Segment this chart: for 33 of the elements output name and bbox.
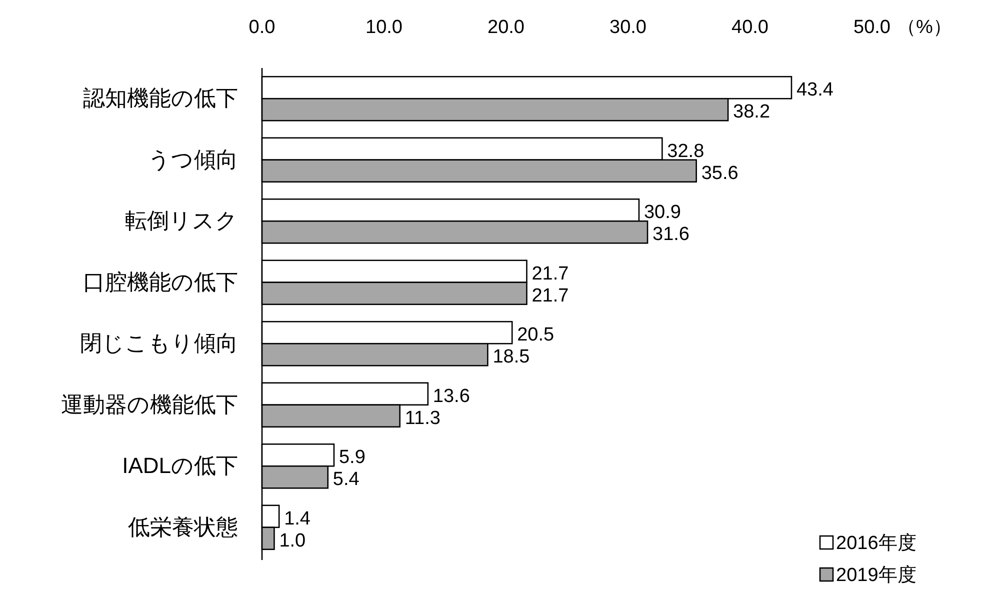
y-tick-label: 運動器の機能低下: [61, 392, 238, 417]
y-tick-label: うつ傾向: [148, 146, 238, 172]
x-tick-label: 10.0: [366, 17, 402, 38]
data-label: 32.8: [667, 140, 704, 162]
y-tick-label: 低栄養状態: [128, 514, 238, 540]
data-label: 18.5: [492, 346, 530, 368]
y-tick-label: 認知機能の低下: [83, 86, 238, 111]
data-label: 1.0: [279, 530, 306, 552]
data-label: 1.4: [284, 508, 311, 530]
data-label: 31.6: [652, 224, 690, 246]
legend-label: 2019年度: [836, 564, 916, 586]
x-tick-label: 0.0: [248, 17, 276, 38]
y-tick-label: 転倒リスク: [125, 208, 238, 234]
data-label: 21.7: [532, 285, 569, 306]
legend-label: 2016年度: [836, 532, 916, 554]
data-label: 38.2: [733, 102, 770, 123]
x-tick-label: 50.0: [854, 17, 890, 38]
data-label: 35.6: [701, 162, 738, 184]
data-label: 5.4: [332, 469, 360, 490]
x-axis-title: （%）: [897, 17, 952, 38]
data-label: 13.6: [432, 386, 470, 407]
x-tick-label: 40.0: [732, 17, 768, 38]
data-label: 30.9: [644, 202, 681, 224]
data-label: 21.7: [532, 263, 569, 284]
data-label: 20.5: [517, 324, 554, 346]
data-label: 43.4: [796, 80, 834, 101]
y-tick-label: 口腔機能の低下: [83, 269, 238, 294]
x-tick-label: 30.0: [610, 17, 646, 38]
data-label: 5.9: [338, 447, 366, 468]
y-tick-label: IADLの低下: [122, 453, 238, 478]
x-tick-label: 20.0: [488, 17, 524, 38]
y-tick-label: 閉じこもり傾向: [80, 330, 238, 356]
data-label: 11.3: [404, 408, 440, 429]
